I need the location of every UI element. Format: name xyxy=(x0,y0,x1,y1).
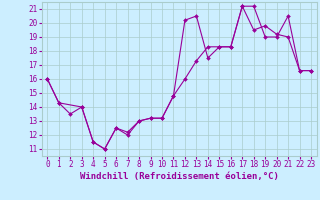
X-axis label: Windchill (Refroidissement éolien,°C): Windchill (Refroidissement éolien,°C) xyxy=(80,172,279,181)
